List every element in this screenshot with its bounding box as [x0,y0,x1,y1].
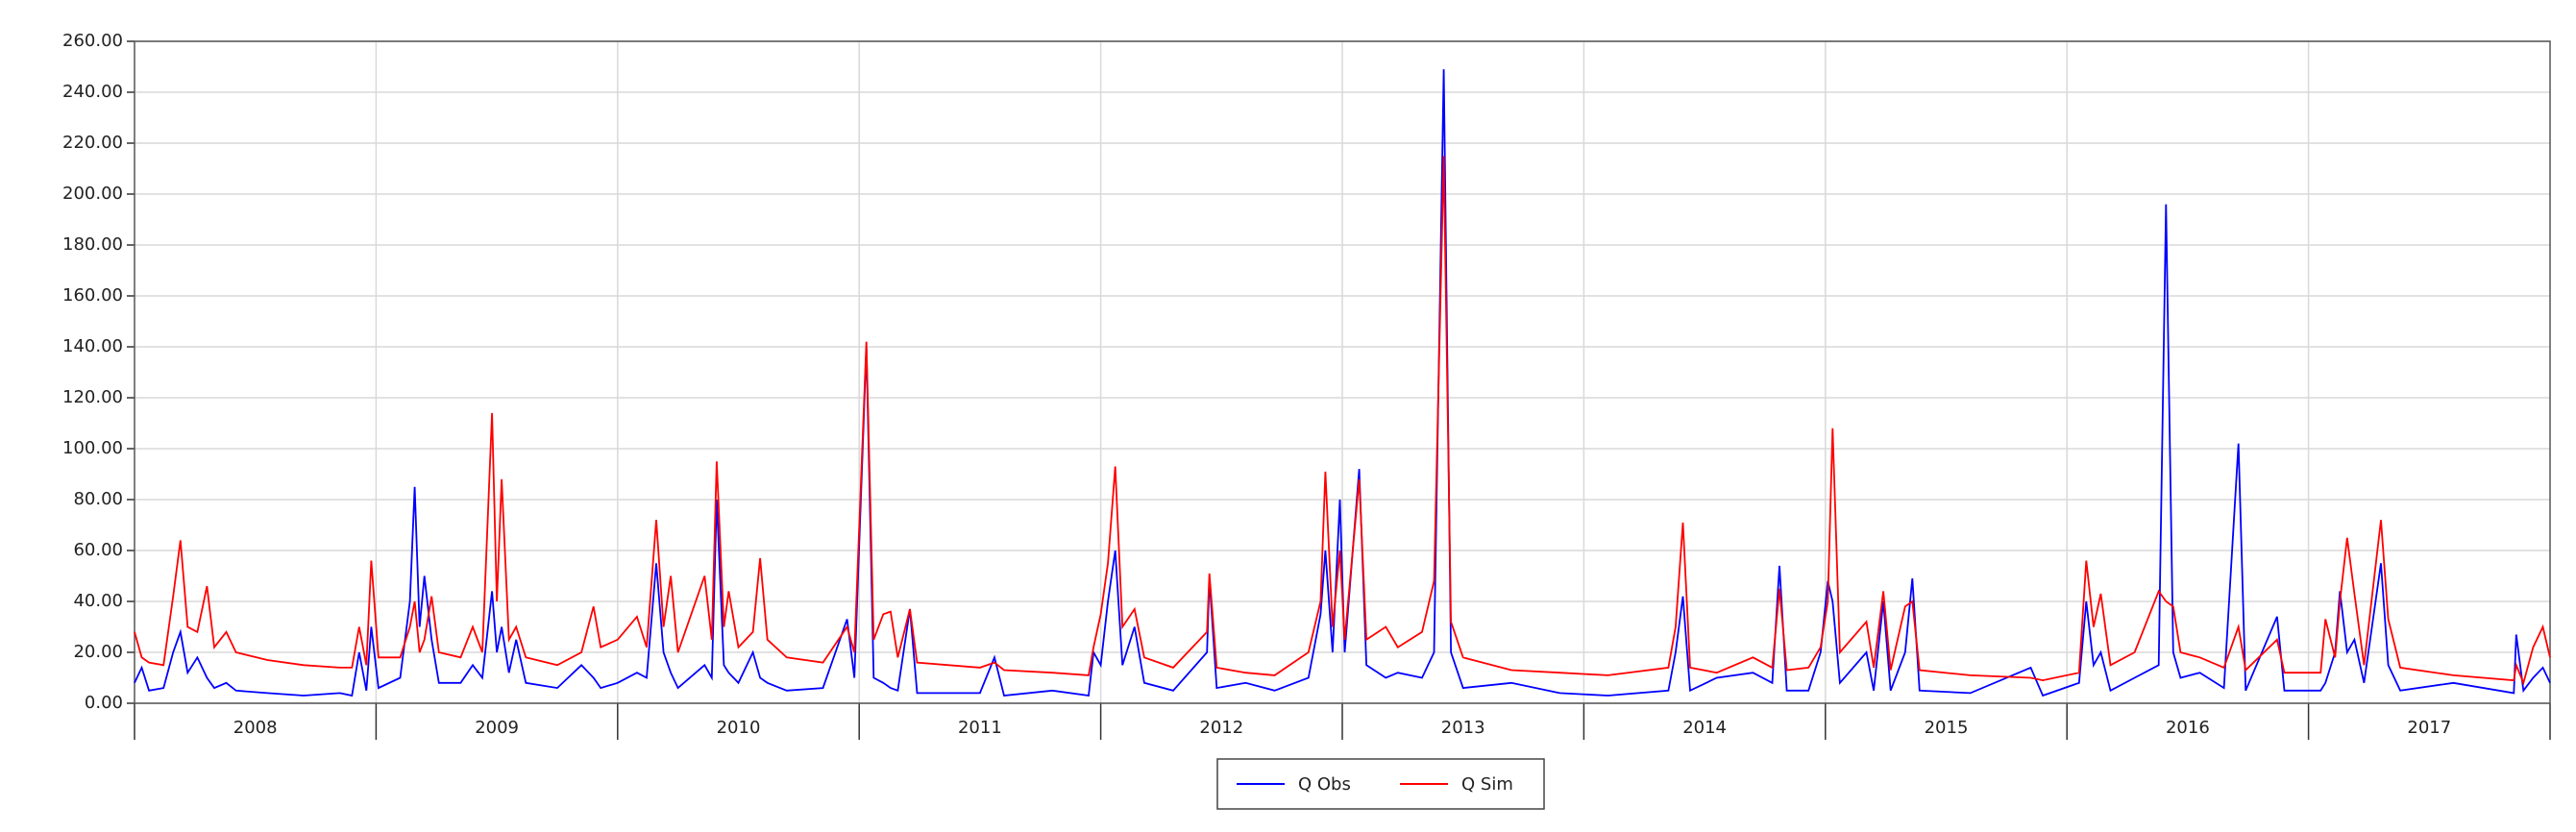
x-tick-label: 2010 [717,718,761,738]
y-tick-label: 180.00 [62,234,123,255]
x-tick-label: 2008 [233,718,278,738]
legend-label: Q Obs [1298,774,1351,795]
x-tick-label: 2015 [1925,718,1969,738]
y-tick-label: 200.00 [62,184,123,204]
x-tick-label: 2017 [2407,718,2451,738]
y-tick-label: 140.00 [62,336,123,356]
y-tick-label: 20.00 [73,642,123,662]
x-tick-label: 2009 [475,718,519,738]
y-tick-label: 160.00 [62,285,123,306]
series-line [134,69,2551,697]
x-tick-label: 2014 [1682,718,1727,738]
plot-frame [134,40,2551,704]
x-tick-label: 2011 [958,718,1002,738]
x-tick-label: 2012 [1199,718,1243,738]
y-tick-label: 260.00 [62,31,123,51]
y-tick-label: 120.00 [62,387,123,407]
y-tick-label: 40.00 [73,591,123,611]
series-line [134,156,2551,686]
x-tick-label: 2016 [2166,718,2210,738]
y-tick-label: 60.00 [73,540,123,560]
y-tick-label: 240.00 [62,82,123,102]
x-tick-label: 2013 [1441,718,1485,738]
y-tick-label: 0.00 [85,693,123,713]
legend-label: Q Sim [1461,774,1513,795]
y-tick-label: 80.00 [73,489,123,509]
y-tick-label: 220.00 [62,133,123,153]
y-tick-label: 100.00 [62,438,123,458]
